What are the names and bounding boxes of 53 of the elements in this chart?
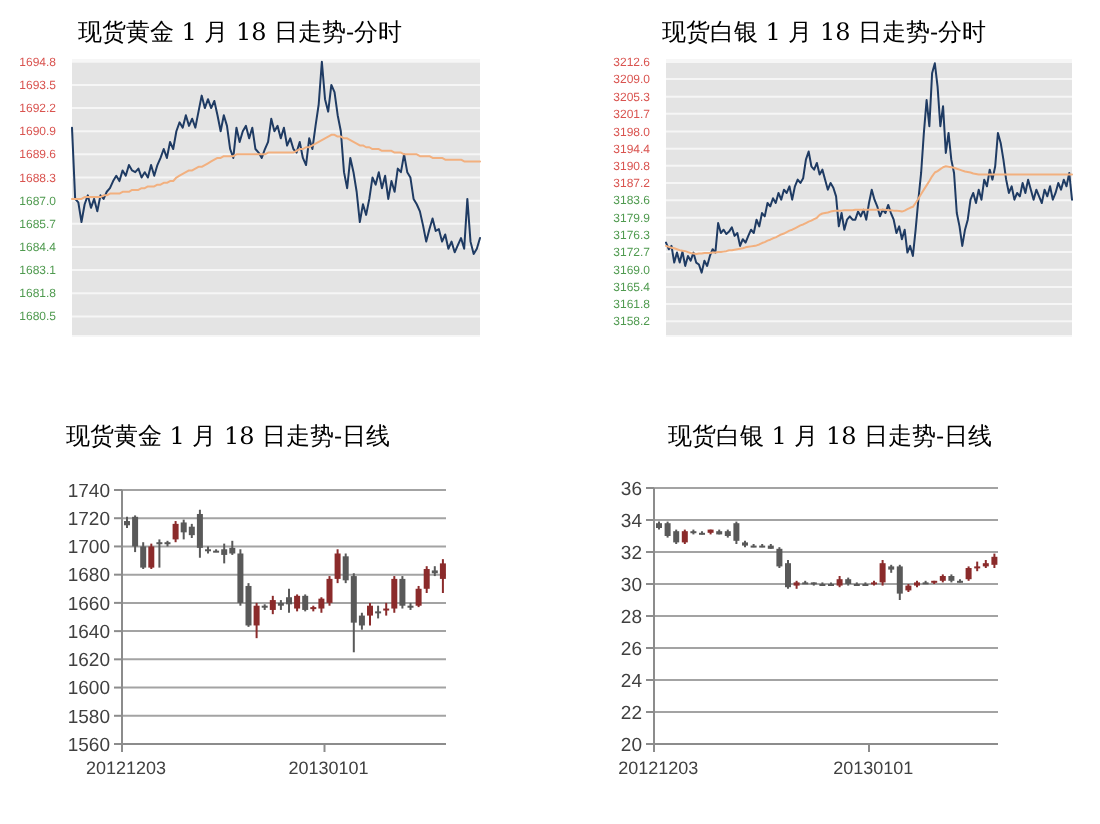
candlestick — [172, 520, 179, 544]
line-series — [665, 62, 1073, 274]
candlestick — [334, 548, 341, 585]
y-tick-label: 1580 — [67, 706, 110, 729]
y-tick-label: 32 — [620, 542, 642, 565]
y-tick-label: 26 — [620, 638, 642, 661]
candlestick — [439, 558, 446, 595]
line-series — [71, 60, 481, 256]
candlestick — [399, 575, 406, 610]
y-tick-label: 22 — [620, 702, 642, 725]
candlestick — [253, 601, 260, 640]
candlestick — [286, 587, 292, 614]
x-tick-label: 20130101 — [288, 758, 369, 778]
y-tick-label: 1660 — [67, 593, 110, 616]
y-tick-label: 34 — [620, 510, 642, 533]
y-tick-label: 1680 — [67, 565, 110, 588]
candlestick — [367, 601, 373, 627]
candlestick — [269, 594, 276, 616]
candlestick — [415, 584, 422, 609]
y-tick-label: 1740 — [67, 480, 110, 503]
y-tick-label: 1620 — [67, 650, 110, 673]
candlestick — [132, 514, 139, 554]
y-tick-label: 30 — [620, 574, 642, 597]
candlestick — [391, 575, 398, 614]
chart-title: 现货白银 1 月 18 日走势-日线 — [665, 422, 995, 450]
chart-title: 现货黄金 1 月 18 日走势-日线 — [63, 422, 393, 450]
candlestick — [896, 563, 903, 601]
candlestick — [196, 508, 203, 559]
y-tick-label: 36 — [620, 478, 642, 501]
x-tick-label: 20121203 — [618, 758, 699, 778]
chart-title: 现货白银 1 月 18 日走势-分时 — [659, 18, 989, 46]
y-tick-label: 1560 — [67, 734, 110, 757]
y-tick-label: 1600 — [67, 678, 110, 701]
y-tick-label: 28 — [620, 606, 642, 629]
candlestick — [733, 520, 740, 545]
chart-title: 现货黄金 1 月 18 日走势-分时 — [75, 18, 405, 46]
y-tick-label: 24 — [620, 670, 642, 693]
y-tick-label: 20 — [620, 734, 642, 757]
candlestick — [140, 541, 147, 571]
x-tick-label: 20121203 — [86, 758, 167, 778]
candlestick — [180, 518, 187, 541]
candlestick — [156, 538, 163, 569]
candlestick — [221, 542, 228, 565]
y-tick-label: 1700 — [67, 537, 110, 560]
candlestick — [423, 565, 430, 595]
line-series — [71, 133, 481, 200]
x-tick-label: 20130101 — [833, 758, 914, 778]
line-series — [665, 165, 1073, 256]
y-tick-label: 1640 — [67, 621, 110, 644]
candlestick — [326, 575, 333, 607]
candlestick — [148, 542, 155, 571]
y-tick-label: 1720 — [67, 508, 110, 531]
candlestick — [879, 559, 886, 587]
